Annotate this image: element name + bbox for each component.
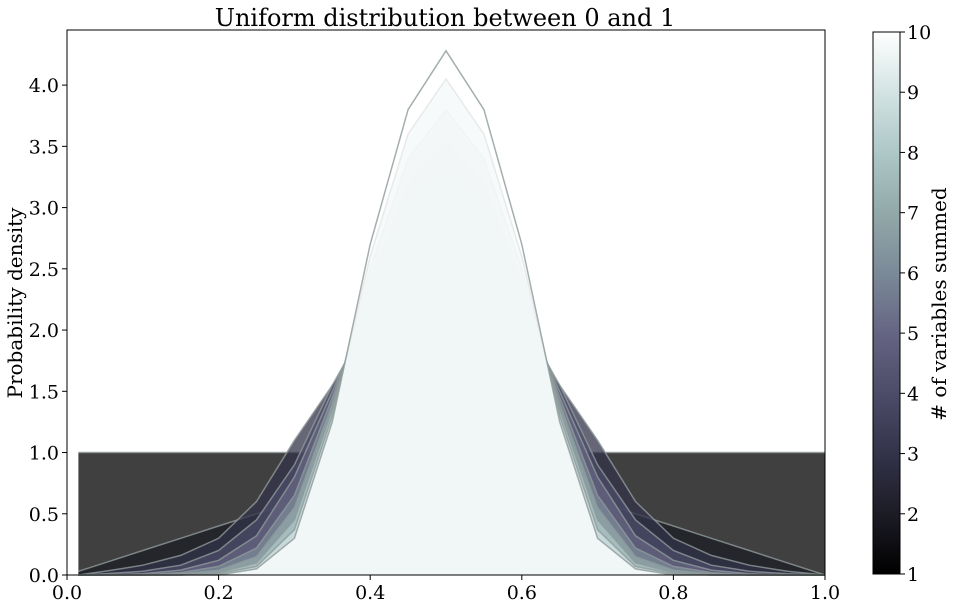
y-tick-label: 3.0 [29, 198, 59, 220]
colorbar-tick-label: 2 [907, 504, 919, 526]
colorbar-tick-label: 7 [907, 203, 919, 225]
x-tick-label: 0.4 [355, 582, 385, 604]
colorbar-tick-label: 6 [907, 263, 919, 285]
plot-area [78, 49, 826, 576]
y-tick-label: 1.0 [29, 443, 59, 465]
series-area-10 [78, 50, 825, 576]
colorbar-label: # of variables summed [927, 187, 951, 421]
y-tick-label: 4.0 [29, 75, 59, 97]
colorbar-tick-label: 3 [907, 444, 919, 466]
axes: 0.0 0.2 0.4 0.6 0.8 1.0 0.0 0.5 1.0 1.5 2.0 2.5 3.0 3… [29, 29, 840, 604]
y-tick-label: 0.0 [29, 565, 59, 587]
y-tick-label: 1.5 [29, 381, 59, 403]
colorbar-tick-label: 8 [907, 142, 919, 164]
y-tick-label: 2.5 [29, 259, 59, 281]
x-tick-label: 0.2 [203, 582, 233, 604]
colorbar-tick-label: 5 [907, 323, 919, 345]
colorbar-gradient [872, 31, 901, 575]
x-tick-label: 0.0 [52, 582, 82, 604]
x-tick-label: 1.0 [810, 582, 840, 604]
y-tick-label: 0.5 [29, 504, 59, 526]
colorbar-tick-label: 4 [907, 383, 919, 405]
y-tick-label: 2.0 [29, 320, 59, 342]
colorbar-tick-label: 9 [907, 82, 919, 104]
y-tick-label: 3.5 [29, 136, 59, 158]
colorbar: 1 2 3 4 5 6 7 8 9 10 [872, 22, 931, 586]
x-tick-label: 0.8 [658, 582, 688, 604]
x-tick-label: 0.6 [507, 582, 537, 604]
chart-title: Uniform distribution between 0 and 1 [215, 4, 676, 32]
plot-frame [66, 29, 826, 576]
y-axis-label: Probability density [3, 207, 27, 399]
colorbar-tick-label: 1 [907, 564, 919, 586]
colorbar-tick-label: 10 [907, 22, 931, 44]
